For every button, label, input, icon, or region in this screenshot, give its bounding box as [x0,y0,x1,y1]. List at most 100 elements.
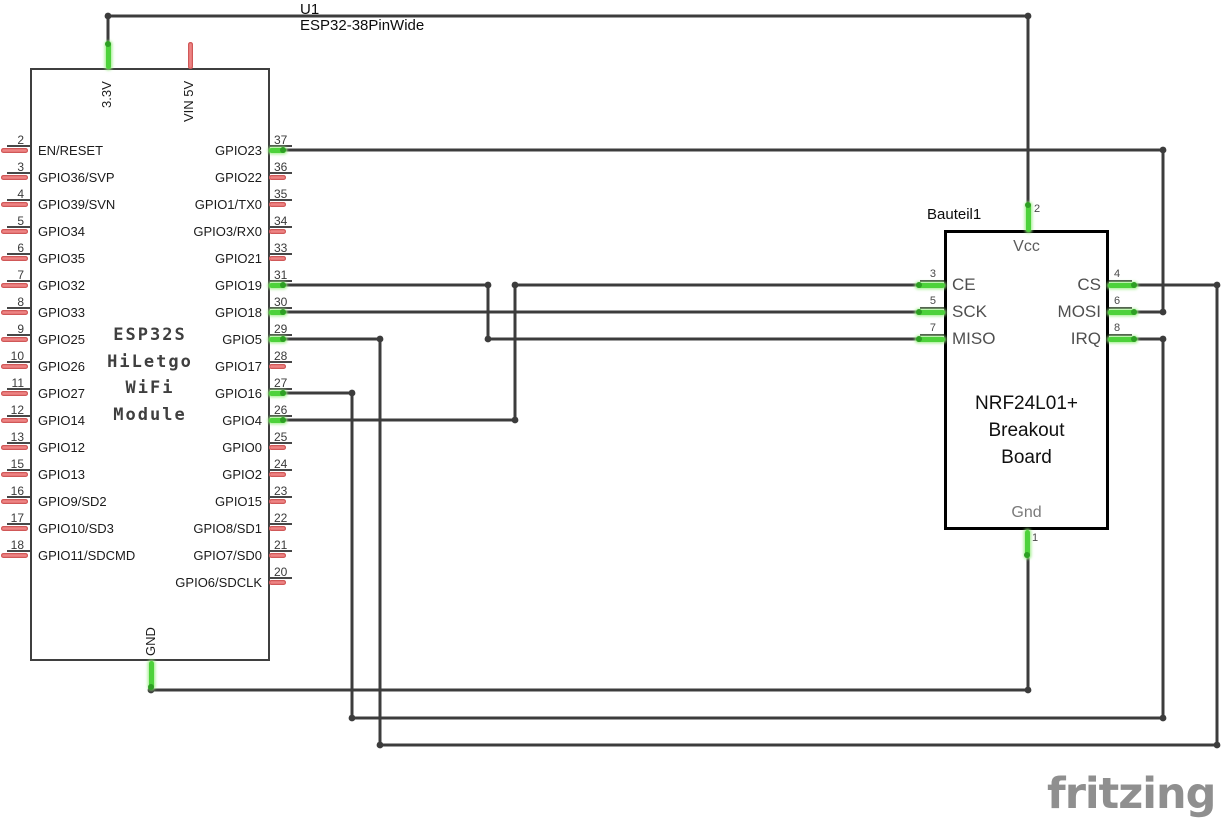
net-gpio16-to-irq-bendpoint[interactable] [1159,714,1167,722]
nrf24-center-label: NRF24L01+ Breakout Board [944,390,1109,471]
esp32-pin-gpio0[interactable] [269,444,286,450]
esp32-pin-gpio9-sd2[interactable] [1,498,28,504]
esp32-pin-gpio19[interactable] [269,282,286,288]
esp32-pin-gpio16[interactable] [269,390,286,396]
esp32-pin-gpio36-svp[interactable] [1,174,28,180]
esp32-pin-gpio17[interactable] [269,363,286,369]
nrf24-pin-cs-label: CS [1077,275,1101,294]
esp32-pin-vin5v[interactable] [187,42,193,69]
esp32-pin-gpio15-label: GPIO15 [215,494,262,509]
esp32-pin-gpio35[interactable] [1,255,28,261]
esp32-pin-gpio2-lead [270,469,292,471]
esp32-pin-gpio12[interactable] [1,444,28,450]
esp32-pin-gpio4-label: GPIO4 [222,413,262,428]
esp32-pin-gpio3-rx0[interactable] [269,228,286,234]
esp32-pin-gpio5[interactable] [269,336,286,342]
nrf24-pin-cs-number: 4 [1114,268,1121,280]
net-3v3-to-vcc-bendpoint[interactable] [1024,12,1032,20]
nrf24-center-line: NRF24L01+ [975,393,1078,414]
esp32-pin-gpio25[interactable] [1,336,28,342]
esp32-pin-gpio33-number: 8 [17,295,24,309]
esp32-pin-gpio19-label: GPIO19 [215,278,262,293]
esp32-pin-gpio18[interactable] [269,309,286,315]
net-gpio5-to-cs[interactable] [283,283,1219,747]
esp32-pin-gpio36-svp-number: 3 [17,160,24,174]
esp32-ref-designator[interactable]: U1 [300,1,320,18]
nrf24-ref-designator[interactable]: Bauteil1 [927,206,982,223]
nrf24-pin-sck[interactable] [916,309,945,315]
esp32-pin-gpio2[interactable] [269,471,286,477]
esp32-pin-gpio22[interactable] [269,174,286,180]
esp32-pin-gpio17-lead [270,361,292,363]
nrf24-pin-mosi[interactable] [1108,309,1137,315]
esp32-pin-gpio22-lead [270,172,292,174]
esp32-pin-gpio21-lead [270,253,292,255]
net-3v3-to-vcc-bendpoint[interactable] [104,12,112,20]
esp32-pin-gpio19-number: 31 [274,268,288,282]
esp32-pin-gpio1-tx0[interactable] [269,201,286,207]
net-gpio4-to-ce[interactable] [283,283,919,422]
esp32-pin-gpio23[interactable] [269,147,286,153]
esp32-pin-33v[interactable] [105,42,111,69]
esp32-pin-gpio7-sd0[interactable] [269,552,286,558]
esp32-chip-body[interactable] [30,68,270,661]
esp32-pin-gpio10-sd3[interactable] [1,525,28,531]
nrf24-pin-irq-connection-dot [1131,336,1137,342]
nrf24-pin-vcc[interactable] [1025,203,1031,232]
esp32-pin-gpio13[interactable] [1,471,28,477]
esp32-pin-gpio3-rx0-label: GPIO3/RX0 [193,224,262,239]
net-gpio16-to-irq-bendpoint[interactable] [348,389,356,397]
esp32-pin-gpio11-sdcmd[interactable] [1,552,28,558]
nrf24-pin-cs[interactable] [1108,282,1137,288]
net-gpio4-to-ce-bendpoint[interactable] [511,416,519,424]
net-gpio4-to-ce-bendpoint[interactable] [511,281,519,289]
esp32-pin-gpio35-lead [7,253,30,255]
esp32-pin-gpio3-rx0-lead [270,226,292,228]
nrf24-pin-gnd[interactable] [1024,530,1030,558]
esp32-pin-gpio33[interactable] [1,309,28,315]
esp32-pin-gpio26[interactable] [1,363,28,369]
net-gpio5-to-cs-bendpoint[interactable] [1213,281,1221,289]
esp32-pin-gpio34[interactable] [1,228,28,234]
esp32-pin-gpio39-svn[interactable] [1,201,28,207]
net-gpio16-to-irq-bendpoint[interactable] [1159,335,1167,343]
esp32-pin-gpio15-number: 23 [274,484,288,498]
esp32-pin-gpio32-lead [7,280,30,282]
esp32-pin-gpio32[interactable] [1,282,28,288]
net-gpio23-to-mosi-bendpoint[interactable] [1159,146,1167,154]
net-gpio19-to-miso-bendpoint[interactable] [484,281,492,289]
nrf24-pin-irq[interactable] [1108,336,1137,342]
esp32-pin-en-reset[interactable] [1,147,28,153]
esp32-part-name[interactable]: ESP32-38PinWide [300,17,425,34]
esp32-pin-gpio6-sdclk[interactable] [269,579,286,585]
nrf24-pin-ce[interactable] [916,282,945,288]
esp32-pin-gpio4[interactable] [269,417,286,423]
esp32-pin-en-reset-lead [7,145,30,147]
nrf24-pin-miso[interactable] [916,336,945,342]
nrf24-pin-miso-connection-dot [916,336,922,342]
esp32-pin-gpio39-svn-label: GPIO39/SVN [38,197,116,212]
net-gpio16-to-irq-bendpoint[interactable] [348,714,356,722]
esp32-pin-gpio27[interactable] [1,390,28,396]
net-gpio19-to-miso-bendpoint[interactable] [484,335,492,343]
net-gpio16-to-irq[interactable] [283,337,1165,720]
esp32-pin-gpio15[interactable] [269,498,286,504]
esp32-pin-gpio2-number: 24 [274,457,288,471]
net-gpio5-to-cs-bendpoint[interactable] [1213,741,1221,749]
esp32-pin-gpio8-sd1[interactable] [269,525,286,531]
net-gpio5-to-cs-bendpoint[interactable] [376,741,384,749]
nrf24-chip-body[interactable] [944,230,1109,530]
net-gpio23-to-mosi[interactable] [283,148,1165,314]
net-gnd-bendpoint[interactable] [1024,686,1032,694]
esp32-pin-gpio8-sd1-number: 22 [274,511,288,525]
esp32-pin-gpio22-label: GPIO22 [215,170,262,185]
esp32-pin-gpio21[interactable] [269,255,286,261]
nrf24-pin-sck-label: SCK [952,302,987,321]
esp32-pin-gpio11-sdcmd-label: GPIO11/SDCMD [38,548,136,563]
net-gpio5-to-cs-bendpoint[interactable] [376,335,384,343]
net-gpio23-to-mosi-bendpoint[interactable] [1159,308,1167,316]
esp32-pin-gpio14[interactable] [1,417,28,423]
esp32-pin-gnd[interactable] [148,661,154,689]
net-3v3-to-vcc[interactable] [106,14,1030,204]
